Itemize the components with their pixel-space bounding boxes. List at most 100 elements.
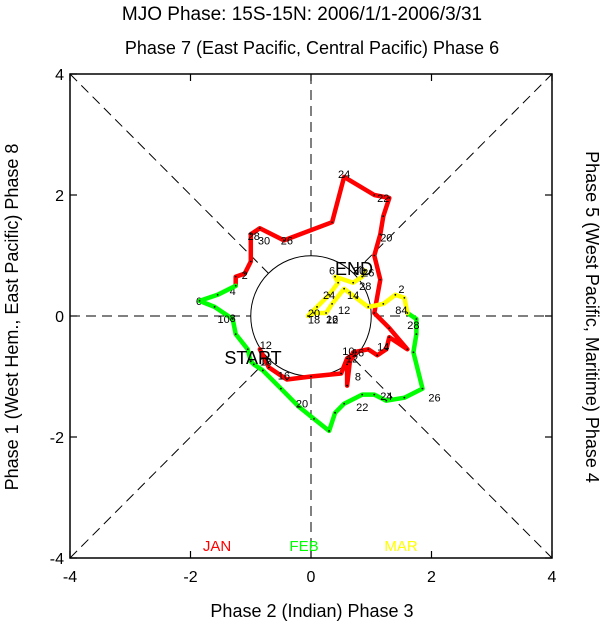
day-label-jan: 24	[338, 169, 350, 181]
data-point-jan	[346, 357, 349, 360]
data-point-feb	[334, 411, 336, 414]
data-point-jan	[249, 233, 252, 236]
data-point-jan	[385, 348, 388, 351]
top-axis-label: Phase 7 (East Pacific, Central Pacific) …	[125, 38, 499, 58]
data-point-jan	[367, 348, 370, 351]
data-point-mar	[343, 287, 346, 290]
y-tick-label: -2	[50, 430, 64, 447]
data-point-jan	[346, 384, 349, 387]
guide-line-diagonal	[69, 358, 269, 559]
data-point-feb	[198, 299, 201, 302]
day-label-feb: 12	[260, 340, 272, 352]
day-label-feb: 8	[230, 313, 236, 325]
data-point-mar	[361, 275, 364, 278]
day-label-mar: 18	[308, 315, 320, 327]
day-label-mar: 4	[401, 305, 407, 317]
x-tick-label: 4	[548, 569, 557, 586]
x-tick-label: 2	[427, 569, 436, 586]
series-line-mar	[305, 268, 410, 319]
data-point-jan	[379, 278, 382, 281]
data-point-feb	[298, 405, 300, 408]
data-point-mar	[394, 293, 397, 296]
data-point-mar	[355, 296, 358, 299]
day-label-mar: 8	[395, 305, 401, 317]
day-label-jan: 26	[281, 235, 293, 247]
data-point-jan	[267, 366, 270, 369]
day-label-feb: 26	[428, 393, 440, 405]
day-label-mar: 24	[323, 290, 335, 302]
data-point-mar	[403, 296, 406, 299]
day-label-jan: 20	[380, 232, 392, 244]
data-point-jan	[355, 351, 358, 354]
day-label-mar: 12	[338, 305, 350, 317]
data-point-jan	[388, 197, 391, 199]
data-point-feb	[415, 318, 418, 320]
data-point-mar	[367, 306, 370, 308]
y-tick-label: 0	[55, 309, 64, 326]
day-label-feb: 18	[260, 356, 272, 368]
data-point-mar	[328, 293, 330, 296]
day-label-mar: 2	[398, 284, 404, 296]
data-point-feb	[328, 430, 330, 432]
legend-label-mar: MAR	[384, 538, 418, 555]
data-point-feb	[361, 393, 364, 396]
day-label-feb: 24	[380, 391, 392, 403]
data-point-jan	[343, 175, 346, 178]
y-tick-label: 2	[55, 188, 64, 205]
day-label-jan: 30	[258, 235, 270, 247]
data-point-feb	[216, 293, 219, 296]
day-label-jan: 10	[342, 346, 354, 358]
day-label-mar: 22	[326, 315, 338, 327]
data-point-mar	[364, 269, 367, 272]
day-label-feb: 20	[296, 399, 308, 411]
day-label-mar: 16	[326, 314, 338, 326]
left-axis-label: Phase 1 (West Hem., East Pacific) Phase …	[2, 144, 22, 491]
data-point-mar	[313, 312, 315, 314]
y-tick-label: -4	[50, 551, 64, 568]
data-point-feb	[421, 387, 424, 390]
data-point-jan	[310, 375, 312, 378]
data-point-mar	[307, 315, 309, 317]
data-point-feb	[385, 399, 388, 402]
data-point-feb	[279, 387, 282, 390]
data-point-jan	[373, 254, 376, 257]
data-point-jan	[349, 357, 352, 360]
chart-title: MJO Phase: 15S-15N: 2006/1/1-2006/3/31	[122, 4, 482, 25]
x-tick-label: -4	[63, 569, 77, 586]
data-point-jan	[286, 378, 288, 381]
data-point-mar	[337, 281, 340, 284]
data-point-jan	[379, 233, 382, 236]
day-label-jan: 2	[242, 270, 248, 282]
data-point-jan	[406, 348, 409, 351]
data-point-feb	[249, 360, 252, 363]
data-point-feb	[412, 351, 415, 354]
day-label-jan: 28	[248, 231, 260, 243]
day-label-feb: 22	[356, 402, 368, 414]
data-point-jan	[331, 221, 333, 224]
day-label-jan: 14	[377, 341, 389, 353]
data-point-mar	[406, 312, 409, 314]
day-label-jan: 22	[377, 193, 389, 205]
day-label-mar: 28	[359, 281, 371, 293]
day-label-mar: 20	[308, 308, 320, 320]
day-label-feb: 16	[278, 370, 290, 382]
x-tick-label: 0	[307, 569, 316, 586]
data-point-feb	[343, 402, 346, 405]
data-point-jan	[346, 363, 349, 366]
data-point-feb	[373, 393, 376, 396]
day-label-mar: 30	[353, 266, 365, 278]
data-point-jan	[373, 312, 376, 314]
data-point-mar	[334, 275, 336, 278]
data-point-jan	[234, 275, 237, 278]
data-point-mar	[325, 312, 327, 314]
data-point-feb	[313, 417, 315, 420]
data-point-jan	[376, 354, 379, 357]
data-point-mar	[316, 306, 318, 308]
data-point-mar	[382, 303, 385, 305]
guide-line-diagonal	[353, 358, 553, 559]
data-point-jan	[258, 227, 261, 230]
day-label-mar: 26	[362, 267, 374, 279]
y-tick-label: 4	[55, 67, 64, 84]
data-point-feb	[261, 369, 264, 372]
